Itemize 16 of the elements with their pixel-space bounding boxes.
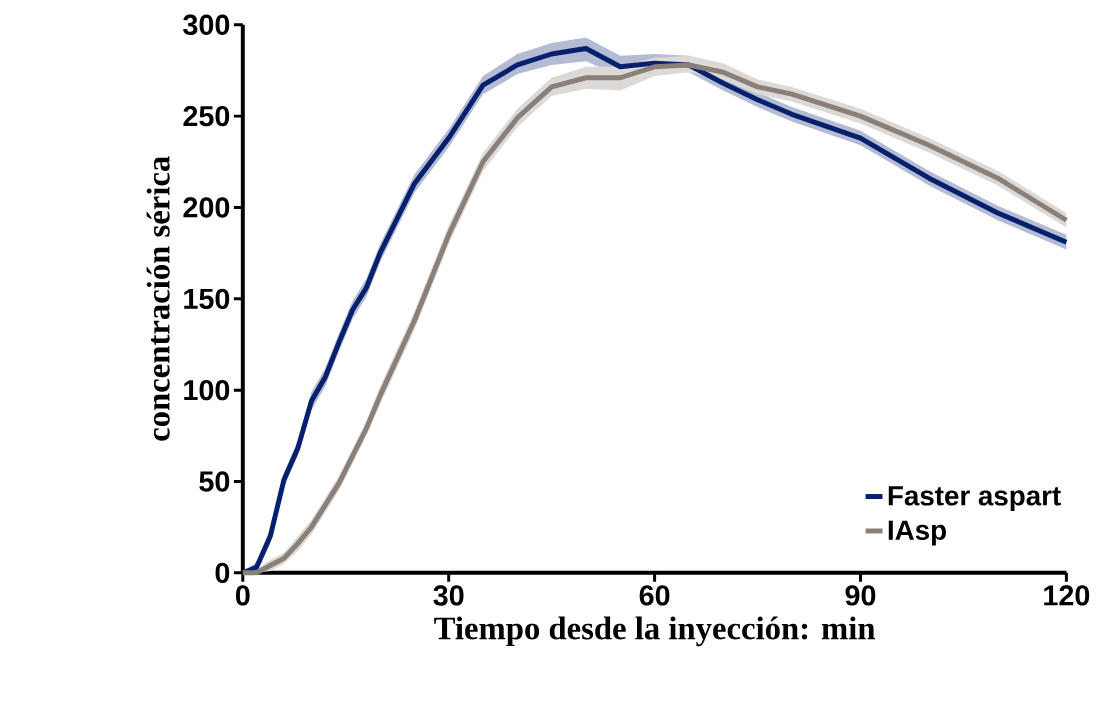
y-axis-title: concentración sérica <box>146 156 170 441</box>
y-tick-label: 250 <box>183 106 230 127</box>
y-tick-label: 200 <box>183 197 230 218</box>
x-tick-label: 90 <box>845 585 876 606</box>
y-tick-label: 100 <box>184 380 230 401</box>
legend-label: IAsp <box>888 520 946 546</box>
x-tick-label: 60 <box>639 585 670 606</box>
legend-label: Faster aspart <box>888 486 1061 512</box>
x-tick-label: 30 <box>433 585 464 606</box>
y-tick-label: 300 <box>183 14 230 36</box>
x-axis-title: Tiempo desde la inyección: min <box>434 616 876 647</box>
y-tick-label: 0 <box>215 562 230 584</box>
x-tick-label: 0 <box>235 585 250 606</box>
y-tick-label: 150 <box>184 288 230 310</box>
x-tick-label: 120 <box>1044 585 1090 606</box>
y-tick-label: 50 <box>199 471 230 492</box>
